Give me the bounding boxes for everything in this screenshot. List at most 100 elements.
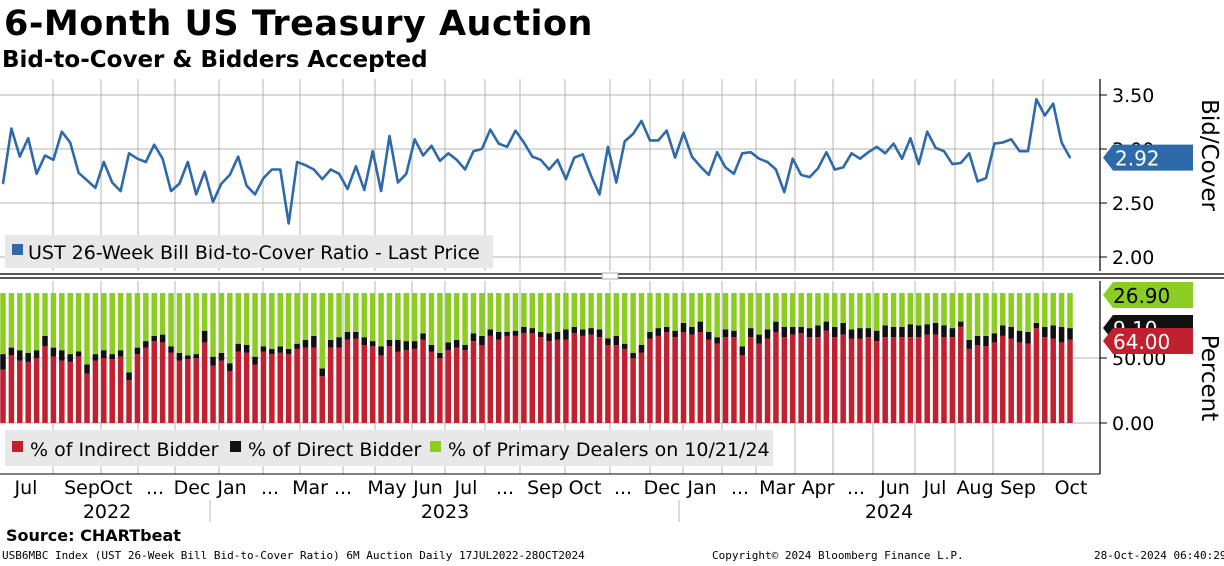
bid-to-cover-point (203, 170, 206, 173)
direct-bar (420, 333, 426, 340)
indirect-bar (336, 347, 342, 423)
bid-to-cover-point (741, 152, 744, 155)
direct-bar (327, 339, 334, 348)
direct-bar (504, 332, 510, 336)
indirect-bar (865, 337, 872, 423)
direct-bar (512, 330, 519, 336)
indirect-bar (916, 337, 922, 423)
primary-dealer-bar (857, 293, 863, 329)
indirect-bar (907, 337, 914, 423)
stacked-bars (0, 293, 1073, 423)
chart-frame (0, 79, 1224, 475)
direct-bar (554, 332, 561, 340)
bid-to-cover-point (27, 137, 30, 140)
indirect-bar (294, 348, 300, 423)
primary-dealer-bar (1025, 293, 1031, 332)
bid-to-cover-point (833, 168, 836, 171)
x-month-label: ... (496, 477, 514, 499)
bid-to-cover-point (590, 175, 593, 177)
bid-to-cover-point (472, 150, 475, 153)
bid-to-cover-point (438, 159, 441, 162)
bid-to-cover-point (237, 155, 240, 158)
indirect-bar (227, 371, 233, 423)
bid-to-cover-point (396, 181, 399, 184)
direct-bar (1008, 326, 1014, 339)
primary-dealer-bar (487, 293, 494, 330)
bid-to-cover-point (111, 181, 114, 184)
direct-bar (832, 326, 838, 338)
chart-subtitle: Bid-to-Cover & Bidders Accepted (2, 47, 428, 73)
primary-dealer-bar (311, 293, 317, 336)
direct-bar (0, 354, 6, 370)
direct-bar (453, 339, 460, 348)
top-legend-swatch (12, 244, 23, 255)
primary-dealer-bar (840, 293, 846, 323)
indirect-bar (311, 347, 317, 423)
x-month-label: Sep (527, 477, 563, 499)
bid-to-cover-point (86, 179, 88, 182)
primary-dealer-bar (201, 293, 208, 331)
x-month-label: ... (261, 477, 279, 499)
bid-to-cover-point (573, 156, 576, 159)
indirect-bar (218, 360, 225, 423)
bid-to-cover-point (682, 131, 685, 134)
direct-bar (781, 326, 788, 338)
bid-to-cover-point (892, 142, 895, 145)
indirect-bar (983, 346, 989, 423)
primary-dealer-bar (941, 293, 947, 326)
primary-dealer-bar (84, 293, 90, 365)
direct-bar (336, 337, 342, 348)
indirect-bar (1042, 337, 1048, 423)
bid-to-cover-point (875, 145, 878, 148)
indirect-bar (428, 351, 435, 423)
primary-dealer-bar (369, 293, 376, 342)
direct-bar (59, 350, 65, 361)
indirect-bar (319, 376, 326, 423)
bid-to-cover-point (388, 135, 391, 137)
direct-bar (361, 337, 368, 345)
indirect-bar (647, 338, 653, 423)
indirect-bar (588, 334, 594, 423)
primary-dealer-bar (437, 293, 443, 353)
bid-to-cover-point (657, 139, 660, 142)
direct-bar (647, 332, 653, 339)
x-month-label: Jul (454, 477, 478, 499)
indirect-bar (302, 347, 309, 423)
bid-to-cover-point (254, 193, 256, 196)
direct-bar (680, 322, 687, 332)
bid-to-cover-point (287, 222, 290, 225)
direct-bar (369, 341, 376, 347)
direct-bar (579, 329, 586, 336)
direct-bar (470, 333, 477, 342)
indirect-bar (235, 351, 241, 423)
bid-to-cover-point (1043, 114, 1046, 117)
indirect-bar (126, 380, 132, 423)
indirect-bar (932, 334, 939, 423)
bid-to-cover-point (144, 161, 147, 163)
primary-dealer-bar (336, 293, 342, 338)
bid-to-cover-point (817, 167, 819, 170)
primary-dealer-bar (781, 293, 788, 327)
primary-dealer-bar (621, 293, 628, 344)
bottom-last-value-label: 64.00 (1113, 330, 1170, 354)
primary-dealer-bar (143, 293, 149, 342)
indirect-bar (974, 345, 981, 423)
bid-to-cover-point (1010, 138, 1013, 141)
direct-bar (705, 332, 712, 340)
x-month-label: Jan (216, 477, 246, 499)
indirect-bar (453, 347, 460, 423)
direct-bar (714, 337, 720, 344)
indirect-bar (512, 335, 519, 423)
primary-dealer-bar (1033, 293, 1040, 323)
primary-dealer-bar (353, 293, 359, 332)
bid-to-cover-point (825, 151, 828, 154)
bid-to-cover-point (77, 171, 80, 174)
x-month-label: Jun (412, 477, 443, 499)
indirect-bar (958, 326, 964, 423)
direct-bar (899, 326, 905, 338)
primary-dealer-bar (579, 293, 586, 330)
indirect-bar (941, 337, 947, 423)
bid-to-cover-point (514, 129, 517, 132)
direct-bar (176, 352, 183, 361)
direct-bar (697, 321, 704, 332)
